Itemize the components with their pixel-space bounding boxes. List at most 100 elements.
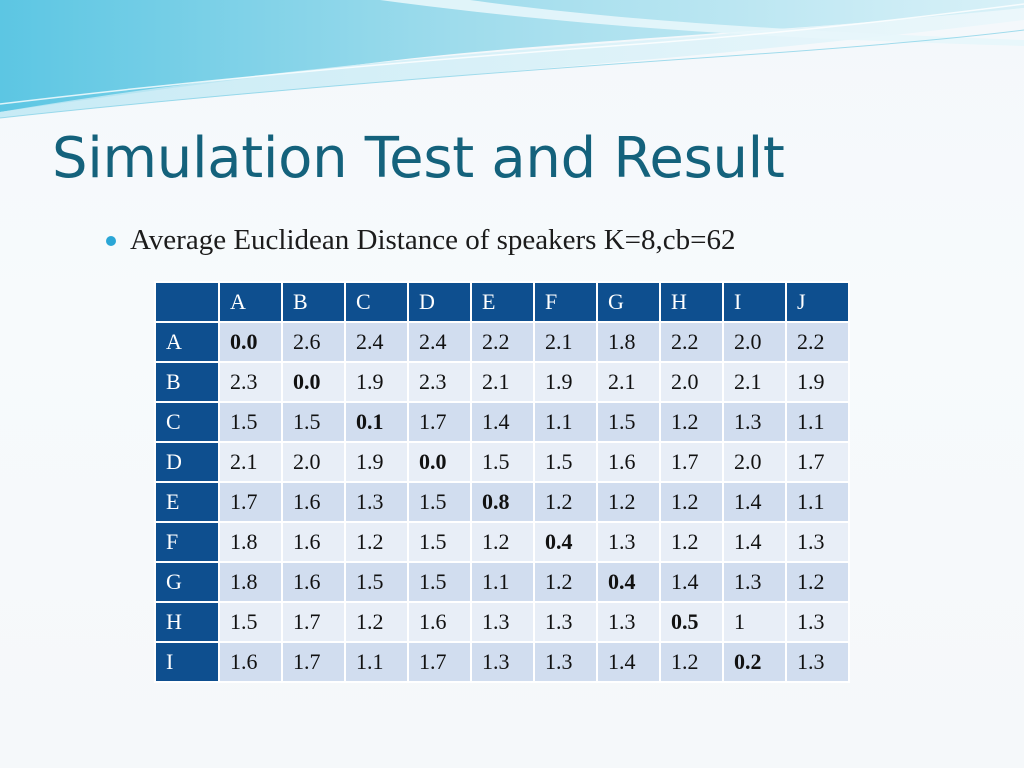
column-header: G [596,281,661,323]
table-header-row: A B C D E F G H I J [154,281,850,323]
row-header: F [154,521,220,563]
table-cell: 2.0 [722,441,787,483]
row-header: G [154,561,220,603]
column-header: I [722,281,787,323]
slide-title: Simulation Test and Result [52,126,785,191]
table-cell: 1.7 [281,601,346,643]
bullet-item: Average Euclidean Distance of speakers K… [106,224,736,257]
column-header: D [407,281,472,323]
table-cell: 1.2 [344,521,409,563]
table-row: I 1.6 1.7 1.1 1.7 1.3 1.3 1.4 1.2 0.2 1.3 [154,641,850,683]
table-cell: 1.5 [533,441,598,483]
table-cell: 1 [722,601,787,643]
table-corner-cell [154,281,220,323]
table-cell: 2.3 [218,361,283,403]
table-cell: 1.6 [281,481,346,523]
table-cell: 1.1 [344,641,409,683]
table-cell: 1.4 [470,401,535,443]
table-cell: 1.2 [344,601,409,643]
table-cell: 0.0 [281,361,346,403]
column-header: B [281,281,346,323]
table-cell: 1.5 [218,601,283,643]
table-cell: 1.3 [470,601,535,643]
column-header: E [470,281,535,323]
table-cell: 0.0 [407,441,472,483]
table-cell: 0.4 [533,521,598,563]
table-cell: 1.1 [533,401,598,443]
table-cell: 0.8 [470,481,535,523]
table-cell: 1.2 [533,561,598,603]
table-cell: 1.3 [596,601,661,643]
table-cell: 0.4 [596,561,661,603]
table-row: H 1.5 1.7 1.2 1.6 1.3 1.3 1.3 0.5 1 1.3 [154,601,850,643]
table-cell: 1.4 [659,561,724,603]
table-cell: 2.3 [407,361,472,403]
table-cell: 1.2 [659,641,724,683]
table-cell: 1.2 [470,521,535,563]
table-row: G 1.8 1.6 1.5 1.5 1.1 1.2 0.4 1.4 1.3 1.2 [154,561,850,603]
table-cell: 1.9 [785,361,850,403]
table-cell: 1.3 [722,561,787,603]
table-cell: 1.5 [407,521,472,563]
table-cell: 2.1 [596,361,661,403]
table-cell: 1.8 [218,561,283,603]
table-cell: 2.1 [533,321,598,363]
table-row: D 2.1 2.0 1.9 0.0 1.5 1.5 1.6 1.7 2.0 1.7 [154,441,850,483]
row-header: D [154,441,220,483]
column-header: J [785,281,850,323]
table-cell: 1.7 [407,641,472,683]
column-header: A [218,281,283,323]
table-cell: 2.1 [722,361,787,403]
table-cell: 1.3 [785,521,850,563]
table-cell: 1.5 [470,441,535,483]
table-body: A 0.0 2.6 2.4 2.4 2.2 2.1 1.8 2.2 2.0 2.2 B 2.3 0.0 1.… [154,321,850,683]
row-header: C [154,401,220,443]
bullet-icon [106,235,116,246]
table-cell: 1.5 [281,401,346,443]
table-cell: 2.0 [722,321,787,363]
table-cell: 1.6 [218,641,283,683]
table-cell: 0.1 [344,401,409,443]
table-cell: 1.3 [785,601,850,643]
table-cell: 0.2 [722,641,787,683]
table-cell: 2.4 [407,321,472,363]
table-cell: 1.5 [596,401,661,443]
table-row: B 2.3 0.0 1.9 2.3 2.1 1.9 2.1 2.0 2.1 1.9 [154,361,850,403]
table-cell: 1.6 [407,601,472,643]
table-row: A 0.0 2.6 2.4 2.4 2.2 2.1 1.8 2.2 2.0 2.2 [154,321,850,363]
table-cell: 1.2 [596,481,661,523]
table-cell: 2.0 [659,361,724,403]
table-cell: 2.4 [344,321,409,363]
column-header: C [344,281,409,323]
table-cell: 1.1 [470,561,535,603]
table-cell: 2.0 [281,441,346,483]
table-cell: 1.3 [344,481,409,523]
bullet-text: Average Euclidean Distance of speakers K… [130,224,736,256]
table-row: F 1.8 1.6 1.2 1.5 1.2 0.4 1.3 1.2 1.4 1.3 [154,521,850,563]
table-cell: 1.2 [533,481,598,523]
table-cell: 2.2 [785,321,850,363]
table-cell: 1.8 [596,321,661,363]
table-cell: 1.7 [785,441,850,483]
table-cell: 2.1 [470,361,535,403]
table-cell: 2.6 [281,321,346,363]
table-cell: 1.5 [218,401,283,443]
table-cell: 1.3 [533,601,598,643]
table-cell: 2.2 [659,321,724,363]
column-header: F [533,281,598,323]
table-cell: 1.9 [344,441,409,483]
table-cell: 1.7 [407,401,472,443]
table-cell: 2.1 [218,441,283,483]
table-cell: 1.9 [533,361,598,403]
table-cell: 0.0 [218,321,283,363]
table-cell: 1.7 [218,481,283,523]
table-cell: 0.5 [659,601,724,643]
table-cell: 1.2 [659,401,724,443]
table-cell: 1.1 [785,401,850,443]
table-cell: 1.3 [785,641,850,683]
table-cell: 1.5 [407,561,472,603]
row-header: E [154,481,220,523]
table-row: E 1.7 1.6 1.3 1.5 0.8 1.2 1.2 1.2 1.4 1.1 [154,481,850,523]
table-cell: 1.4 [596,641,661,683]
row-header: A [154,321,220,363]
